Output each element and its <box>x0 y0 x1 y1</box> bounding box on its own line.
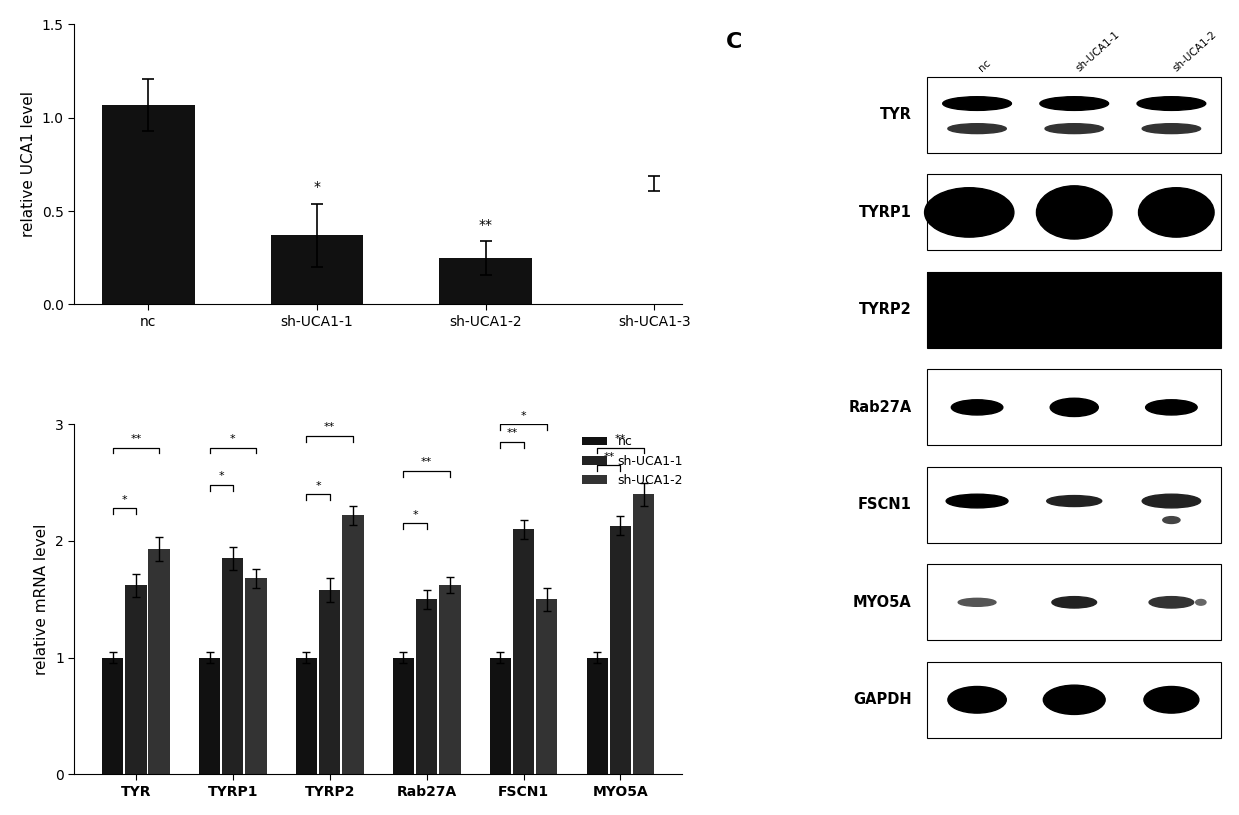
Ellipse shape <box>1052 597 1097 608</box>
Bar <box>393 658 414 774</box>
Ellipse shape <box>1146 400 1197 415</box>
Ellipse shape <box>1144 686 1199 713</box>
Bar <box>102 104 195 305</box>
Bar <box>927 174 1222 250</box>
Y-axis label: relative mRNA level: relative mRNA level <box>35 523 50 675</box>
Bar <box>199 658 221 774</box>
Text: *: * <box>315 481 321 491</box>
Text: Rab27A: Rab27A <box>849 400 912 415</box>
Ellipse shape <box>1137 97 1206 110</box>
Text: TYR: TYR <box>880 108 912 122</box>
Ellipse shape <box>1047 496 1101 506</box>
Text: TYRP2: TYRP2 <box>859 302 912 317</box>
Ellipse shape <box>1149 597 1193 608</box>
Text: *: * <box>230 434 235 444</box>
Text: FSCN1: FSCN1 <box>857 497 912 513</box>
Text: **: ** <box>507 428 518 438</box>
Bar <box>489 658 510 774</box>
Text: **: ** <box>325 422 336 433</box>
Bar <box>222 558 243 774</box>
Text: **: ** <box>478 218 493 231</box>
Ellipse shape <box>924 187 1014 237</box>
Bar <box>536 599 558 774</box>
Ellipse shape <box>1044 124 1104 134</box>
Text: TYRP1: TYRP1 <box>859 205 912 220</box>
Text: **: ** <box>603 452 615 461</box>
Text: *: * <box>313 180 321 194</box>
Text: *: * <box>218 471 224 482</box>
Bar <box>927 272 1222 348</box>
Bar <box>927 272 1222 348</box>
Bar <box>927 369 1222 445</box>
Ellipse shape <box>1043 685 1105 715</box>
Ellipse shape <box>958 598 996 606</box>
Bar <box>296 658 317 774</box>
Ellipse shape <box>1142 124 1201 134</box>
Text: *: * <box>413 510 418 520</box>
Y-axis label: relative UCA1 level: relative UCA1 level <box>21 91 36 237</box>
Bar <box>927 662 1222 738</box>
Bar <box>439 585 461 774</box>
Ellipse shape <box>947 494 1009 508</box>
Bar <box>416 599 437 774</box>
Text: **: ** <box>130 434 141 444</box>
Bar <box>270 236 363 305</box>
Legend: nc, sh-UCA1-1, sh-UCA1-2: nc, sh-UCA1-1, sh-UCA1-2 <box>577 430 688 492</box>
Bar <box>320 590 341 774</box>
Bar <box>149 549 170 774</box>
Ellipse shape <box>1163 517 1180 523</box>
Ellipse shape <box>952 400 1002 415</box>
Ellipse shape <box>1040 97 1109 110</box>
Bar <box>102 658 124 774</box>
Bar <box>125 585 146 774</box>
Text: *: * <box>520 411 527 421</box>
Text: sh-UCA1-1: sh-UCA1-1 <box>1074 29 1121 73</box>
Bar <box>245 578 266 774</box>
Ellipse shape <box>948 686 1006 713</box>
Ellipse shape <box>1051 399 1098 416</box>
Bar <box>440 258 532 305</box>
Bar <box>586 658 608 774</box>
Text: C: C <box>726 32 742 52</box>
Text: nc: nc <box>978 58 992 73</box>
Ellipse shape <box>943 97 1011 110</box>
Ellipse shape <box>948 124 1006 134</box>
Bar <box>927 467 1222 543</box>
Bar <box>342 515 363 774</box>
Bar <box>927 564 1222 641</box>
Text: **: ** <box>615 434 626 444</box>
Bar <box>927 77 1222 153</box>
Bar <box>610 526 631 774</box>
Text: GAPDH: GAPDH <box>852 692 912 707</box>
Ellipse shape <box>1196 600 1206 606</box>
Bar <box>513 529 534 774</box>
Bar <box>633 494 654 774</box>
Text: MYO5A: MYO5A <box>852 595 912 610</box>
Text: **: ** <box>421 457 432 467</box>
Text: sh-UCA1-2: sh-UCA1-2 <box>1171 29 1219 73</box>
Ellipse shape <box>1037 186 1113 239</box>
Ellipse shape <box>1139 187 1214 237</box>
Text: *: * <box>121 495 128 504</box>
Ellipse shape <box>1142 494 1201 508</box>
